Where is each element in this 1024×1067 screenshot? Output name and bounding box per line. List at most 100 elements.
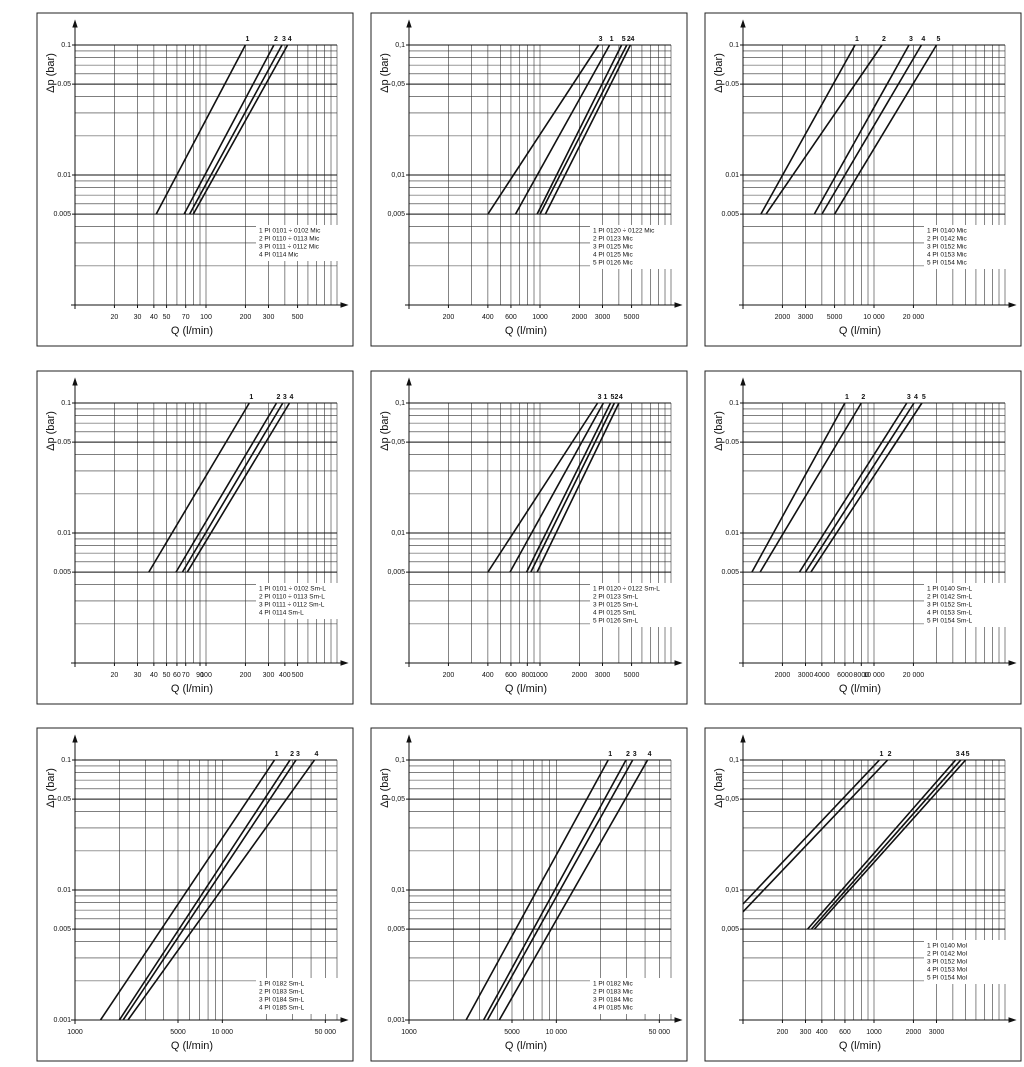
legend-entry: 5 PI 0126 Sm-L [593, 618, 639, 625]
x-tick-label: 2000 [572, 672, 588, 679]
x-tick-label: 5000 [504, 1029, 520, 1036]
legend-entry: 2 PI 0142 Mic [927, 236, 967, 243]
x-axis [405, 302, 683, 308]
y-tick-label: 0.1 [61, 757, 71, 764]
y-tick-label: 0,05 [391, 81, 405, 88]
x-tick-label: 500 [292, 672, 304, 679]
curve-label: 1 [855, 36, 859, 43]
curve [525, 402, 612, 573]
curve-label: 4 [290, 394, 294, 401]
chart-panel: 200 300 400 600 1000 2000 3000 0,1 0,05 0,01 0,005… [704, 727, 1022, 1062]
x-tick-label: 200 [240, 314, 252, 321]
y-tick-label: 0.01 [725, 530, 739, 537]
x-axis [71, 302, 349, 308]
legend-entry: 2 PI 0110 ÷ 0113 Mic [259, 236, 320, 243]
y-axis-title: Δp (bar) [379, 768, 391, 808]
legend-entry: 1 PI 0120 ÷ 0122 Mic [593, 228, 655, 235]
x-tick-label: 3000 [595, 672, 611, 679]
x-tick-label: 4000 [814, 672, 830, 679]
y-tick-label: 0,1 [395, 757, 405, 764]
legend-entry: 4 PI 0114 Mic [259, 252, 299, 259]
curve-label: 2 [627, 36, 631, 43]
legend-entry: 5 PI 0154 Mic [927, 260, 967, 267]
legend-entry: 2 PI 0142 Sm-L [927, 594, 973, 601]
chart-panel: 20 30 40 50 70 100 200 300 500 0.1 0.05 0.01 0.005 Δp… [36, 12, 354, 347]
curve-label: 3 [282, 36, 286, 43]
x-tick-label: 6000 [837, 672, 853, 679]
chart-panel: 1000 5000 10 000 50 000 0,1 0,05 0,01 0,005 0,00… [370, 727, 688, 1062]
curve-label: 1 [245, 36, 249, 43]
curve-label: 1 [845, 394, 849, 401]
legend-entry: 5 PI 0126 Mic [593, 260, 633, 267]
curve [99, 759, 276, 1021]
y-tick-label: 0,05 [725, 796, 739, 803]
x-tick-label: 20 000 [903, 672, 925, 679]
legend-entry: 2 PI 0123 Mic [593, 236, 633, 243]
x-tick-label: 400 [279, 672, 291, 679]
x-tick-label: 3000 [929, 1029, 945, 1036]
y-tick-label: 0.1 [61, 42, 71, 49]
curve [155, 44, 247, 215]
curve-label: 1 [610, 36, 614, 43]
curve-label: 3 [633, 751, 637, 758]
curve [806, 759, 957, 930]
curve-label: 5 [937, 36, 941, 43]
x-tick-label: 1000 [532, 314, 548, 321]
curve [122, 759, 297, 1021]
panel-frame [36, 370, 354, 705]
x-tick-label: 3000 [798, 672, 814, 679]
y-tick-label: 0.1 [61, 400, 71, 407]
y-axis [740, 734, 746, 1024]
x-axis [71, 1017, 349, 1023]
panel-frame [370, 727, 688, 1062]
x-axis-title: Q (l/min) [171, 325, 213, 337]
legend-entry: 1 PI 0120 ÷ 0122 Sm-L [593, 586, 660, 593]
curve-label: 2 [274, 36, 278, 43]
x-tick-label: 300 [263, 672, 275, 679]
curve-label: 1 [603, 394, 607, 401]
x-tick-label: 100 [200, 672, 212, 679]
legend-entry: 2 PI 0123 Sm-L [593, 594, 639, 601]
y-tick-label: 0,1 [395, 400, 405, 407]
legend-entry: 1 PI 0140 Mic [927, 228, 967, 235]
y-axis [740, 377, 746, 667]
curve-label: 1 [275, 751, 279, 758]
y-tick-label: 0,005 [387, 569, 405, 576]
x-axis [739, 660, 1017, 666]
legend-entry: 4 PI 0185 Mic [593, 1005, 633, 1012]
y-tick-label: 0.01 [57, 887, 71, 894]
y-tick-label: 0.1 [729, 42, 739, 49]
y-tick-label: 0,05 [391, 796, 405, 803]
legend-entry: 3 PI 0111 ÷ 0112 Sm-L [259, 602, 325, 609]
legend-entry: 1 PI 0182 Sm-L [259, 981, 305, 988]
legend-entry: 1 PI 0101 ÷ 0102 Mic [259, 228, 321, 235]
legend-box [590, 583, 678, 627]
curve-label: 4 [288, 36, 292, 43]
curve [181, 402, 284, 573]
x-tick-label: 50 000 [649, 1029, 671, 1036]
x-tick-label: 50 [163, 314, 171, 321]
x-tick-label: 70 [182, 672, 190, 679]
y-axis-title: Δp (bar) [713, 411, 725, 451]
legend-entry: 3 PI 0184 Mic [593, 997, 633, 1004]
x-axis [405, 660, 683, 666]
curve [514, 44, 611, 215]
curve-label: 1 [879, 751, 883, 758]
y-tick-label: 0,01 [391, 887, 405, 894]
legend-entry: 2 PI 0183 Sm-L [259, 989, 305, 996]
legend-box [256, 583, 344, 619]
curve-label: 4 [914, 394, 918, 401]
legend-entry: 4 PI 0153 Mic [927, 252, 967, 259]
y-tick-label: 0.01 [725, 172, 739, 179]
legend-box [256, 225, 344, 261]
y-axis [72, 734, 78, 1024]
y-tick-label: 0,01 [391, 172, 405, 179]
chart-panel: 200 400 600 800 1000 2000 3000 5000 0,1 0,05 0,01 0… [370, 370, 688, 705]
x-tick-label: 1000 [866, 1029, 882, 1036]
legend-entry: 3 PI 0152 Sm-L [927, 602, 973, 609]
x-axis-title: Q (l/min) [839, 325, 881, 337]
x-tick-label: 3000 [798, 314, 814, 321]
x-tick-label: 2000 [572, 314, 588, 321]
y-tick-label: 0.001 [53, 1017, 71, 1024]
legend-entry: 4 PI 0153 Sm-L [927, 610, 973, 617]
